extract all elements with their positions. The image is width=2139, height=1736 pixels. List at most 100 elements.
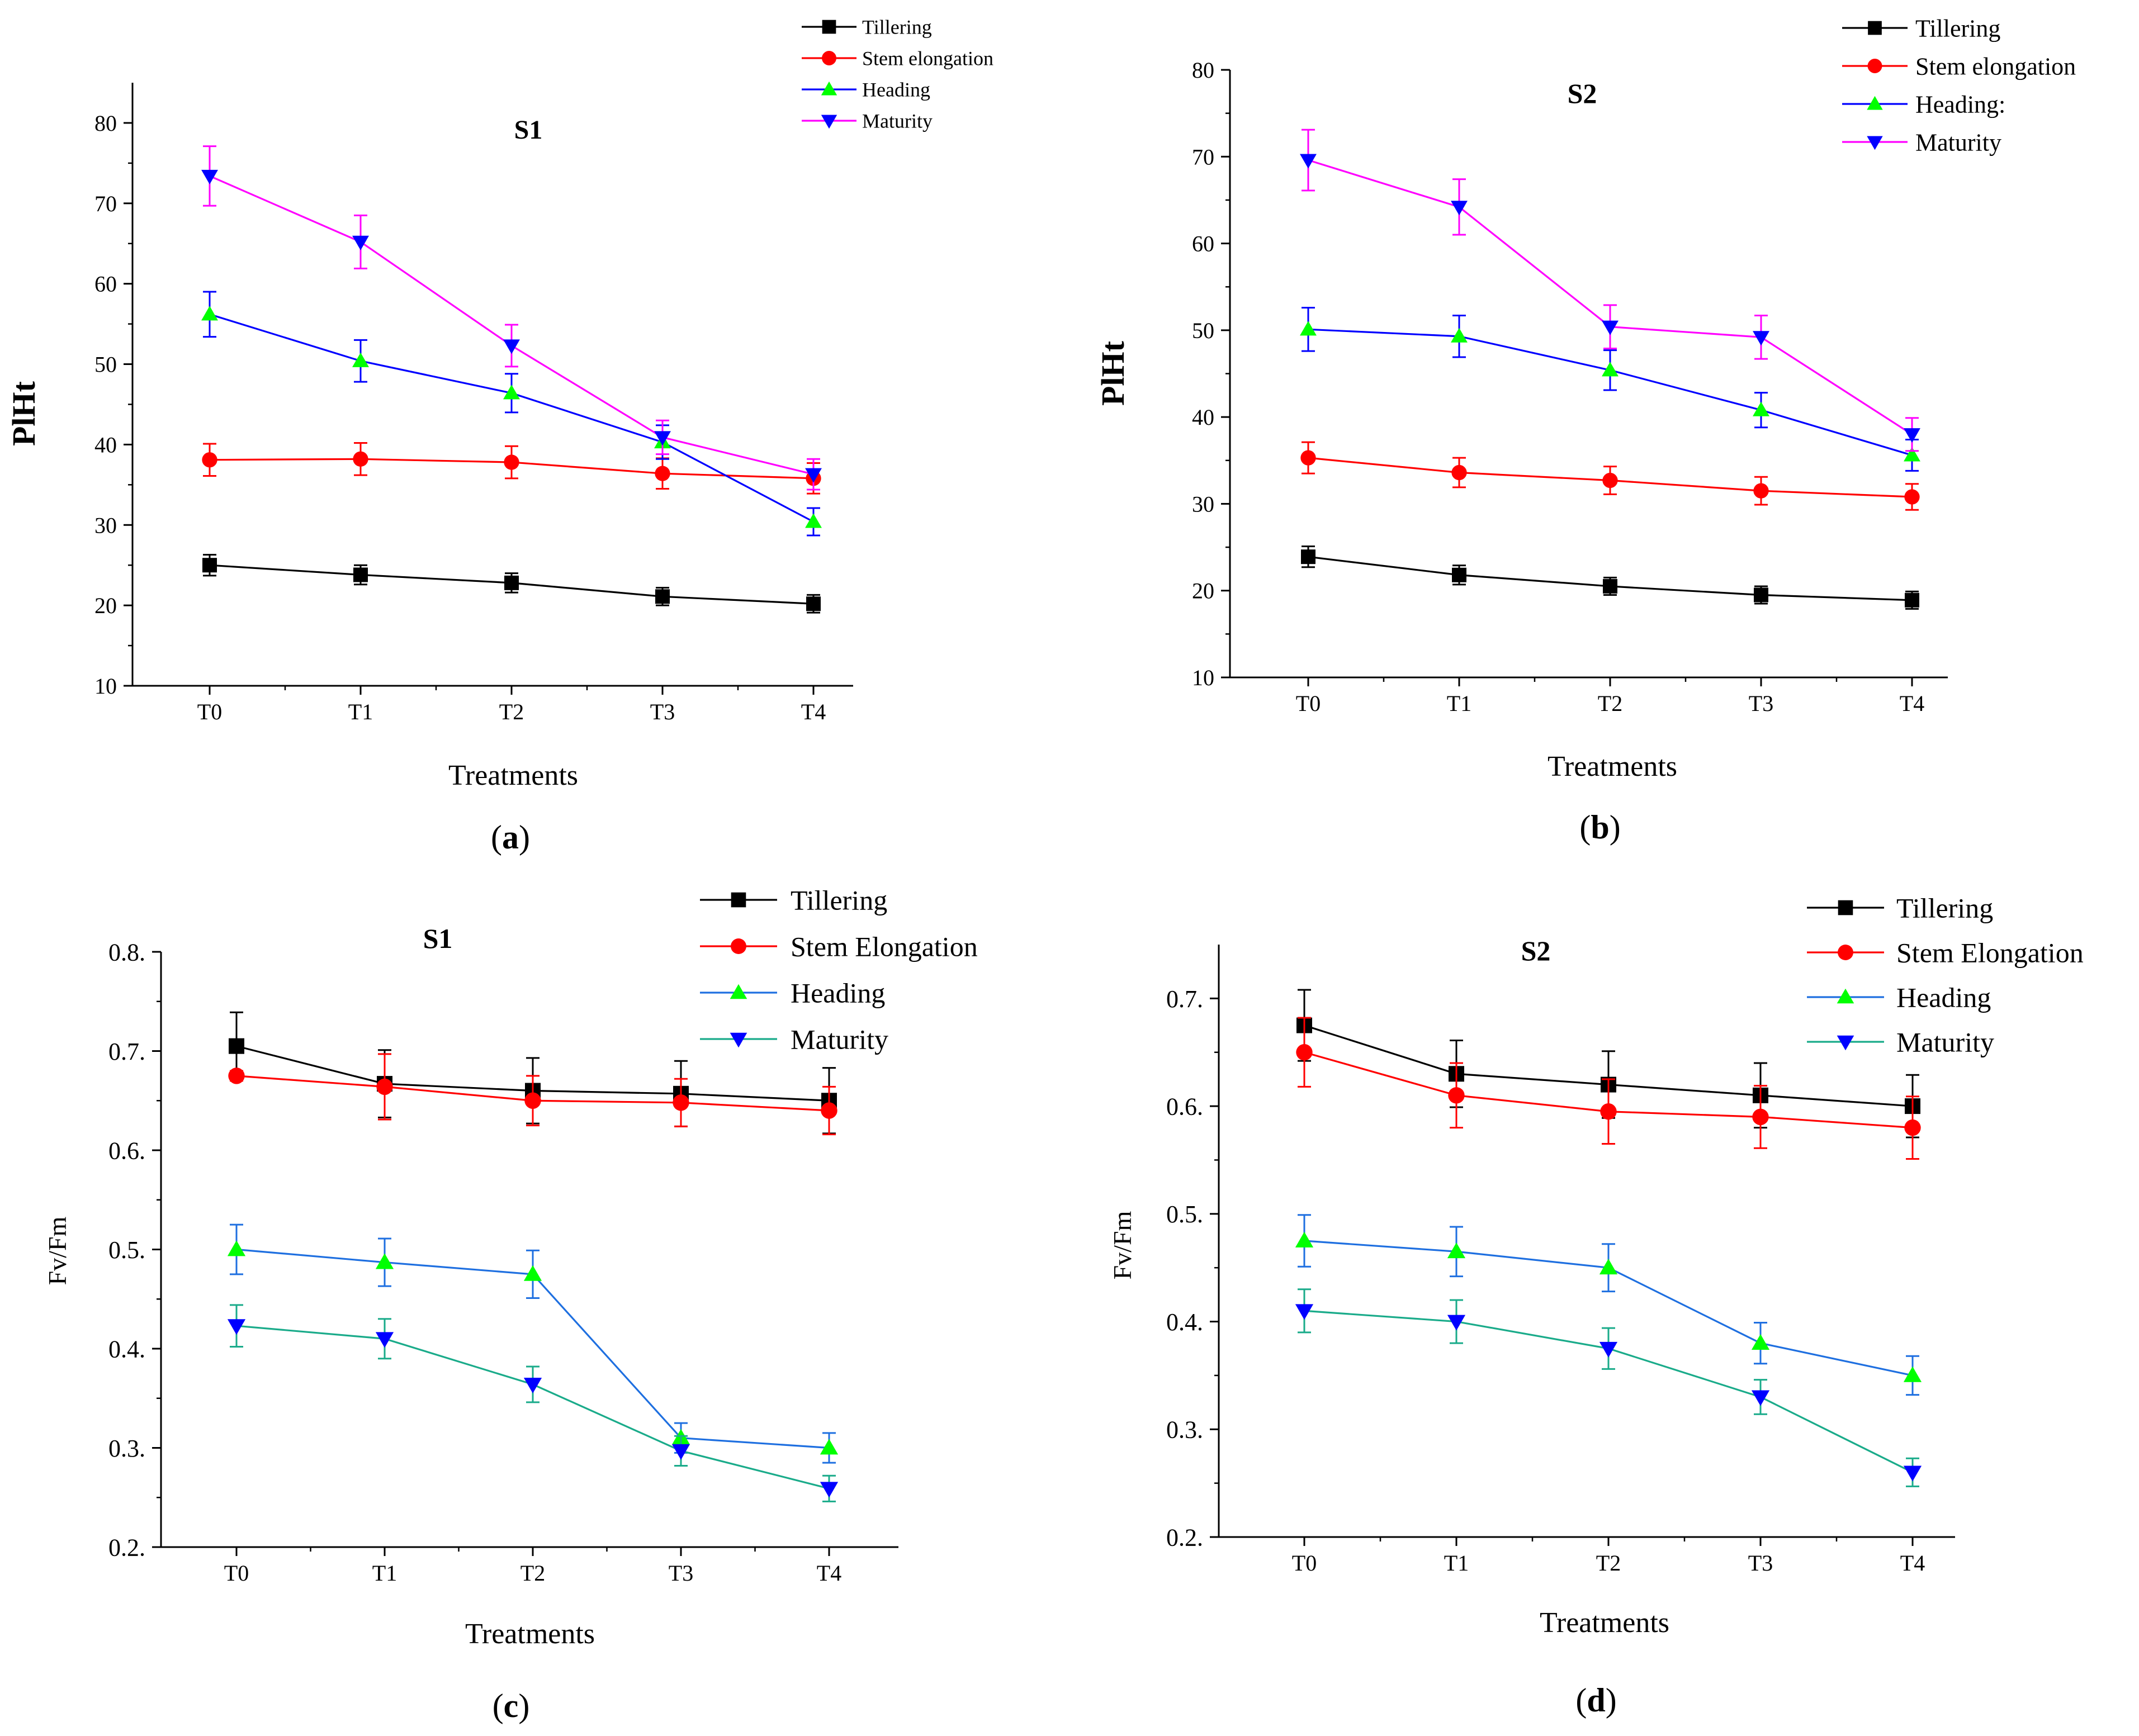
data-point: [503, 339, 520, 354]
legend-label: Stem elongation: [862, 48, 993, 70]
legend-marker: [822, 51, 836, 65]
y-tick-label: 40: [1192, 405, 1214, 430]
data-point: [1300, 154, 1317, 169]
legend-marker: [822, 20, 836, 34]
x-axis-label: Treatments: [1548, 751, 1677, 782]
legend-label: Heading: [791, 978, 885, 1009]
x-tick-label: T3: [650, 699, 675, 724]
legend: Tillering Stem elongation Heading Maturity: [802, 16, 993, 132]
data-point: [1448, 1087, 1465, 1104]
data-point: [353, 567, 368, 582]
y-tick-label: 30: [1192, 491, 1214, 516]
series-maturity: [201, 145, 822, 491]
data-point: [655, 466, 670, 481]
data-point: [1752, 1108, 1769, 1126]
data-point: [228, 1068, 245, 1084]
series-stem-elongation: [1296, 1017, 1921, 1160]
legend-label: Tillering: [791, 885, 887, 916]
panel-label-part: ): [1610, 809, 1621, 846]
data-point: [524, 1092, 541, 1109]
x-tick-label: T0: [1292, 1550, 1317, 1576]
panel-label-part: c: [504, 1687, 519, 1724]
data-point: [353, 451, 368, 467]
y-axis-label: Fv/Fm: [43, 1216, 72, 1285]
x-tick-label: T1: [372, 1560, 397, 1586]
data-point: [820, 1439, 839, 1455]
data-point: [503, 385, 520, 400]
chart-panel-a: 10 20 30 40 50 60 70 80 T0 T1 T2 T3 T4 S1 PlHt Treatmen…: [6, 16, 993, 856]
y-tick-label: 20: [94, 593, 117, 618]
legend-label: Maturity: [1896, 1027, 1994, 1058]
panel-label-part: (: [491, 819, 502, 856]
data-point: [504, 454, 519, 470]
series-stem-elongation: [1300, 441, 1920, 511]
data-point: [1447, 1315, 1466, 1331]
y-tick-label: 80: [94, 111, 117, 136]
panel-label-part: (: [493, 1687, 504, 1724]
y-tick-label: 10: [1192, 665, 1214, 690]
data-point: [202, 558, 217, 573]
legend-marker: [1867, 59, 1882, 73]
legend-marker: [730, 1032, 747, 1048]
x-tick-label: T2: [499, 699, 524, 724]
x-tick-label: T0: [1296, 691, 1321, 716]
x-tick-label: T1: [1447, 691, 1471, 716]
series-heading: [1295, 1214, 1922, 1396]
legend-marker: [731, 938, 746, 954]
data-point: [1751, 1390, 1770, 1406]
legend-marker: [731, 892, 746, 908]
legend-marker: [1867, 136, 1883, 150]
x-axis-label: Treatments: [465, 1618, 595, 1650]
x-tick-label: T1: [1444, 1550, 1469, 1576]
panel-label-part: d: [1587, 1682, 1605, 1719]
legend-label: Heading: [862, 79, 930, 101]
y-tick-label: 0.8.: [108, 938, 145, 966]
y-axis-label: PlHt: [1095, 340, 1131, 406]
chart-title: S1: [423, 923, 453, 954]
data-point: [821, 1102, 837, 1119]
legend-marker: [730, 984, 747, 999]
legend-label: Maturity: [862, 110, 933, 132]
data-point: [1295, 1231, 1314, 1248]
legend-marker: [1867, 96, 1883, 110]
legend: Tillering Stem Elongation Heading Maturity: [700, 885, 978, 1055]
y-axis-label: PlHt: [6, 381, 42, 446]
x-tick-label: T2: [520, 1560, 545, 1586]
data-point: [1753, 331, 1769, 346]
data-point: [227, 1240, 246, 1256]
x-tick-label: T4: [1900, 1550, 1925, 1576]
chart-title: S2: [1521, 935, 1551, 966]
legend-marker: [1837, 1035, 1854, 1051]
y-tick-label: 80: [1192, 58, 1214, 83]
panel-label-part: ): [1606, 1682, 1617, 1719]
legend: Tillering Stem elongation Heading: Maturity: [1842, 15, 2076, 156]
panel-label-part: b: [1591, 809, 1609, 846]
data-point: [806, 596, 821, 611]
y-tick-label: 0.5.: [1166, 1201, 1203, 1228]
legend-label: Heading:: [1915, 91, 2005, 118]
data-point: [1602, 472, 1618, 488]
data-point: [1295, 1304, 1314, 1320]
x-tick-label: T4: [801, 699, 826, 724]
data-point: [352, 352, 369, 367]
series-stem-elongation: [228, 1053, 837, 1136]
legend-label: Tillering: [862, 16, 932, 39]
data-point: [805, 468, 822, 483]
y-tick-label: 0.6.: [1166, 1093, 1203, 1120]
x-axis-label: Treatments: [448, 760, 578, 791]
y-tick-label: 0.7.: [108, 1038, 145, 1065]
legend-label: Stem Elongation: [791, 931, 978, 962]
data-point: [375, 1332, 394, 1348]
y-tick-label: 60: [94, 272, 117, 297]
y-tick-label: 10: [94, 673, 117, 699]
data-point: [1903, 1465, 1922, 1482]
data-point: [1599, 1259, 1618, 1275]
data-point: [227, 1319, 246, 1335]
series-heading: [1300, 306, 1920, 472]
y-tick-label: 40: [94, 432, 117, 457]
data-point: [805, 513, 822, 528]
data-point: [1300, 321, 1317, 336]
data-point: [1600, 1103, 1617, 1120]
series-maturity: [1295, 1288, 1922, 1487]
